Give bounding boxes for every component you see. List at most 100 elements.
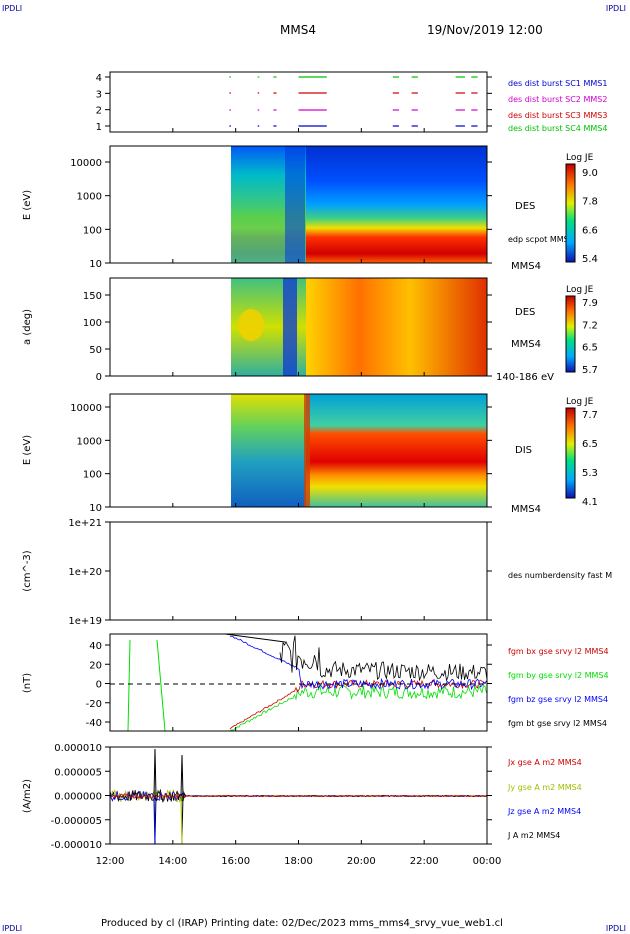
burst-legend-entry: des dist burst SC2 MMS2 — [508, 95, 607, 104]
des-pitch-footer-label: 140-186 eV — [496, 372, 554, 383]
bfield-ytick-label: 0 — [96, 680, 102, 691]
dis-energy-colorbar — [565, 407, 576, 499]
des-energy-colorbar-tick: 5.4 — [582, 254, 598, 265]
des-pitch-colorbar-tick: 7.2 — [582, 320, 598, 331]
dis-energy-ytick-label: 10 — [89, 503, 102, 514]
corner-label-top-left: IPDLI — [2, 4, 23, 13]
bfield-ytick-label: -20 — [86, 699, 102, 710]
des-energy-transition — [285, 146, 305, 263]
des-pitch-ytick-label: 50 — [89, 345, 102, 356]
des-energy-colorbar-tick: 6.6 — [582, 225, 598, 236]
by-spike — [127, 639, 131, 732]
burst-ytick-label: 4 — [96, 73, 102, 84]
current-legend-entry: J A m2 MMS4 — [507, 831, 560, 840]
bfield-legend-entry: fgm bx gse srvy l2 MMS4 — [508, 647, 609, 656]
bfield-ytick-label: 40 — [89, 641, 102, 652]
spacecraft-title: MMS4 — [280, 23, 316, 37]
x-tick-label: 20:00 — [347, 856, 376, 867]
des-pitch-transition — [283, 278, 297, 376]
bfield-ytick-label: -40 — [86, 718, 102, 729]
current-ytick-label: 0.000010 — [54, 743, 102, 754]
corner-label-bottom-left: IPDLI — [2, 924, 23, 933]
x-axis: 12:00 14:00 16:00 18:00 20:00 22:00 00:00 — [96, 128, 502, 867]
burst-ytick-label: 1 — [96, 122, 102, 133]
dis-energy-boundary — [304, 394, 310, 507]
dis-energy-colorbar-tick: 5.3 — [582, 468, 598, 479]
dis-energy-ylabel: E (eV) — [22, 435, 33, 465]
current-ytick-label: -0.000010 — [51, 840, 102, 851]
footer-credit: Produced by cl (IRAP) Printing date: 02/… — [101, 918, 503, 929]
current-legend-entry: Jx gse A m2 MMS4 — [507, 758, 582, 767]
dis-energy-panel: 10000 1000 100 10 E (eV) DIS MMS4 Log JE 7.… — [22, 393, 598, 515]
density-ytick-label: 1e+21 — [68, 518, 102, 529]
dis-energy-ytick-label: 10000 — [70, 403, 102, 414]
current-ytick-label: -0.000005 — [51, 816, 102, 827]
des-energy-annotation: edp scpot MMS4 — [508, 235, 574, 244]
bt-trace-early — [224, 633, 286, 643]
des-pitch-annotation: MMS4 — [511, 339, 541, 350]
x-tick-label: 16:00 — [221, 856, 250, 867]
des-pitch-label: DES — [515, 307, 535, 318]
bx-trace — [229, 679, 487, 730]
burst-frame — [109, 71, 488, 133]
bz-trace — [229, 635, 487, 691]
corner-label-bottom-right: IPDLI — [605, 924, 626, 933]
density-ytick-label: 1e+20 — [68, 567, 102, 578]
current-legend-entry: Jy gse A m2 MMS4 — [507, 783, 582, 792]
bfield-panel: 40 20 0 -20 -40 (nT) fgm bx gse srvy l2 MMS4… — [22, 633, 609, 732]
des-pitch-ylabel: a (deg) — [22, 309, 33, 345]
des-pitch-colorbar-tick: 6.5 — [582, 343, 598, 354]
bfield-ytick-label: 20 — [89, 660, 102, 671]
jt-spike — [180, 754, 184, 837]
des-pitch-ytick-label: 0 — [96, 372, 102, 383]
des-energy-label: DES — [515, 201, 535, 212]
burst-legend-entry: des dist burst SC1 MMS1 — [508, 79, 607, 88]
density-ytick-label: 1e+19 — [68, 616, 102, 627]
des-energy-colorbar-tick: 9.0 — [582, 168, 598, 179]
jy-spike — [180, 795, 183, 845]
des-pitch-colorbar-tick: 5.7 — [582, 365, 598, 376]
dis-energy-colorbar-tick: 4.1 — [582, 497, 598, 508]
current-panel: 0.000010 0.000005 0.000000 -0.000005 -0.0000… — [22, 743, 582, 851]
burst-legend-entry: des dist burst SC4 MMS4 — [508, 124, 607, 133]
des-pitch-ytick-label: 100 — [83, 318, 102, 329]
density-ylabel: (cm^-3) — [22, 550, 33, 591]
des-energy-ytick-label: 100 — [83, 225, 102, 236]
des-energy-ytick-label: 10 — [89, 259, 102, 270]
des-energy-ytick-label: 1000 — [77, 192, 102, 203]
jt-spike — [153, 748, 157, 841]
des-energy-panel: 10000 1000 100 10 E (eV) DES edp scpot MMS4… — [22, 145, 598, 272]
dis-energy-colorbar-tick: 6.5 — [582, 439, 598, 450]
bfield-ylabel: (nT) — [22, 673, 33, 693]
des-energy-colorbar-title: Log JE — [566, 153, 594, 163]
current-ytick-label: 0.000000 — [54, 792, 102, 803]
datetime-title: 19/Nov/2019 12:00 — [427, 23, 543, 37]
dis-energy-ytick-label: 100 — [83, 470, 102, 481]
des-pitch-colorbar-title: Log JE — [566, 285, 594, 295]
x-tick-label: 12:00 — [96, 856, 125, 867]
burst-legend-entry: des dist burst SC3 MMS3 — [508, 111, 607, 120]
des-pitch-colorbar — [565, 295, 576, 373]
des-energy-ylabel: E (eV) — [22, 190, 33, 220]
x-tick-label: 00:00 — [473, 856, 502, 867]
des-energy-colorbar — [565, 163, 576, 263]
des-energy-footer-label: MMS4 — [511, 261, 541, 272]
corner-label-top-right: IPDLI — [605, 4, 626, 13]
bfield-legend-entry: fgm bz gse srvy l2 MMS4 — [508, 695, 608, 704]
dis-energy-ytick-label: 1000 — [77, 436, 102, 447]
density-frame — [109, 521, 488, 621]
jz-spike — [153, 795, 156, 845]
dis-energy-heatmap-early — [231, 394, 306, 507]
des-energy-colorbar-tick: 7.8 — [582, 197, 598, 208]
dis-energy-label: DIS — [515, 445, 532, 456]
x-tick-label: 22:00 — [410, 856, 439, 867]
dis-energy-colorbar-title: Log JE — [566, 397, 594, 407]
bt-trace — [279, 635, 488, 683]
by-spike — [156, 639, 166, 732]
des-pitch-colorbar-tick: 7.9 — [582, 298, 598, 309]
x-tick-label: 18:00 — [284, 856, 313, 867]
current-ylabel: (A/m2) — [22, 779, 33, 813]
burst-ytick-label: 3 — [96, 89, 102, 100]
dis-energy-footer-label: MMS4 — [511, 504, 541, 515]
